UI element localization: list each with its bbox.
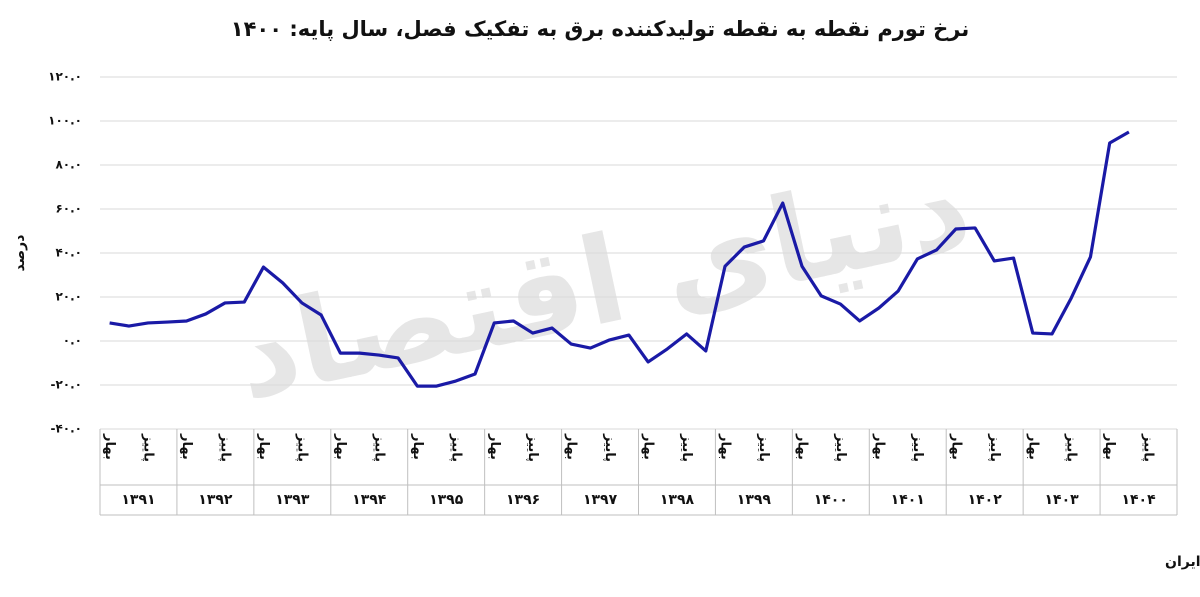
x-tick-label: پاییز xyxy=(602,433,617,462)
x-tick-label: پاییز xyxy=(679,433,694,462)
x-tick-label: بهار xyxy=(718,433,733,460)
x-tick-label: بهار xyxy=(256,433,271,460)
x-tick-label: بهار xyxy=(871,433,886,460)
x-tick-label: پاییز xyxy=(1064,433,1079,462)
x-tick-label: پاییز xyxy=(910,433,925,462)
x-tick-label: بهار xyxy=(641,433,656,460)
x-tick-label: پاییز xyxy=(294,433,309,462)
x-tick-label: بهار xyxy=(487,433,502,460)
x-tick-label: پاییز xyxy=(833,433,848,462)
y-tick-label: -۴۰.۰ xyxy=(50,422,82,436)
y-tick-label: ۸۰.۰ xyxy=(55,158,82,172)
y-tick-label: ۰.۰ xyxy=(63,334,82,348)
y-axis-label: درصد xyxy=(12,235,28,272)
y-tick-label: ۶۰.۰ xyxy=(55,202,82,216)
y-tick-label: ۲۰.۰ xyxy=(55,290,82,304)
group-label: ۱۴۰۳ xyxy=(1045,492,1080,508)
group-label: ۱۴۰۱ xyxy=(891,492,925,508)
x-tick-label: پاییز xyxy=(371,433,386,462)
group-label: ۱۳۹۵ xyxy=(429,492,464,508)
group-label: ۱۳۹۴ xyxy=(352,492,387,508)
group-label: ۱۳۹۱ xyxy=(121,492,155,508)
group-label: ۱۳۹۶ xyxy=(506,492,540,508)
group-label: ۱۳۹۸ xyxy=(660,492,695,508)
y-tick-label: ۱۲۰.۰ xyxy=(48,70,82,84)
x-tick-label: بهار xyxy=(179,433,194,460)
x-tick-label: بهار xyxy=(102,433,117,460)
x-tick-label: بهار xyxy=(1025,433,1040,460)
y-tick-label: ۱۰۰.۰ xyxy=(48,114,82,128)
group-label: ۱۴۰۴ xyxy=(1121,492,1156,508)
x-tick-label: پاییز xyxy=(987,433,1002,462)
chart-title: نرخ تورم نقطه به نقطه تولیدکننده برق به … xyxy=(231,17,970,41)
x-tick-label: پاییز xyxy=(525,433,540,462)
x-tick-label: بهار xyxy=(948,433,963,460)
y-tick-label: -۲۰.۰ xyxy=(50,378,82,392)
watermark: دنیای اقتصاد xyxy=(223,136,982,427)
line-series xyxy=(109,130,1130,388)
x-tick-label: بهار xyxy=(1102,433,1117,460)
x-tick-label: بهار xyxy=(410,433,425,460)
group-label: ۱۳۹۷ xyxy=(583,492,618,508)
x-tick-label: پاییز xyxy=(448,433,463,462)
x-tick-label: پاییز xyxy=(218,433,233,462)
x-tick-label: بهار xyxy=(794,433,809,460)
x-tick-label: پاییز xyxy=(1141,433,1156,462)
x-tick-label: بهار xyxy=(333,433,348,460)
x-tick-label: پاییز xyxy=(141,433,156,462)
y-tick-label: ۴۰.۰ xyxy=(55,246,82,260)
group-label: ۱۳۹۲ xyxy=(198,492,233,508)
group-label: ۱۳۹۹ xyxy=(737,492,772,508)
group-label: ۱۴۰۰ xyxy=(814,492,848,508)
group-label: ۱۴۰۲ xyxy=(968,492,1003,508)
source: منبع: مرکز آمار ایران xyxy=(1165,552,1200,570)
x-tick-label: بهار xyxy=(564,433,579,460)
group-label: ۱۳۹۳ xyxy=(275,492,310,508)
x-tick-label: پاییز xyxy=(756,433,771,462)
